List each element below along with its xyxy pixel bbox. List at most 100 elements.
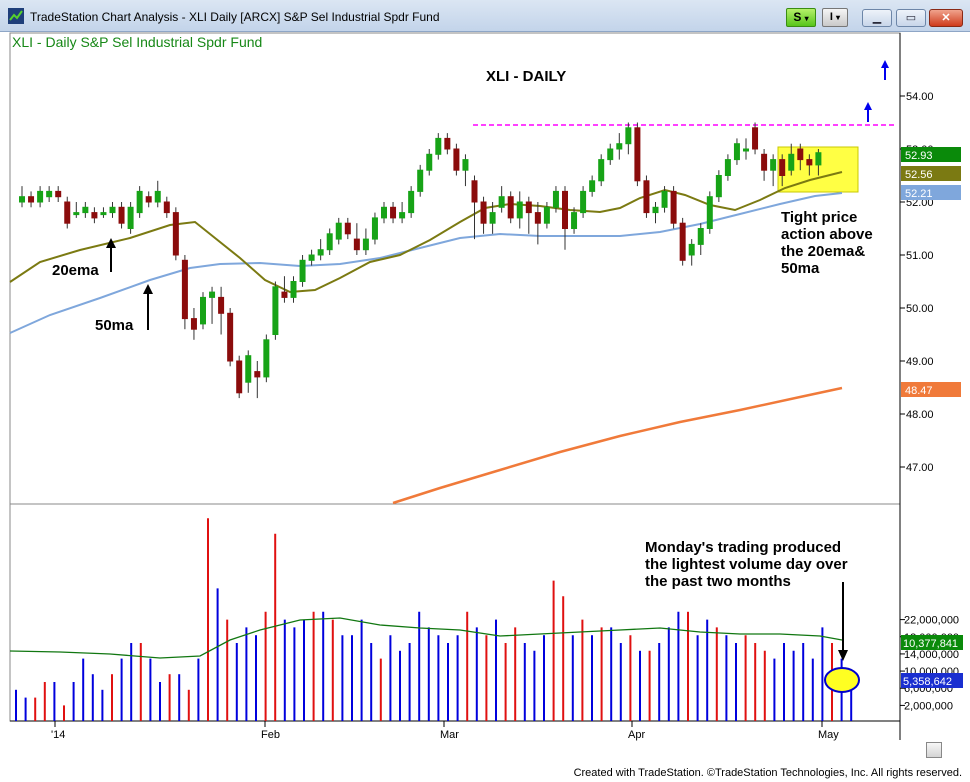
tradestation-app-icon: [8, 8, 24, 24]
candle-body: [733, 143, 740, 161]
candlestick: [245, 350, 252, 393]
candlestick: [154, 180, 161, 208]
candlestick: [263, 334, 270, 383]
candle-body: [127, 206, 134, 230]
candlestick: [371, 212, 378, 245]
minimize-icon: ▁: [872, 12, 882, 24]
candle-body: [181, 259, 188, 320]
candle-body: [770, 159, 777, 171]
svg-text:5,358,642: 5,358,642: [903, 676, 952, 688]
price-tick-label: 48.00: [906, 409, 934, 421]
close-button[interactable]: ✕: [929, 9, 963, 27]
candlestick: [589, 175, 596, 197]
candlestick: [652, 202, 659, 224]
candle-body: [643, 180, 650, 214]
tight-annotation-line3: the 20ema&: [781, 243, 865, 260]
candle-body: [118, 206, 125, 224]
candlestick: [308, 249, 315, 266]
date-tick-label: '14: [51, 729, 65, 741]
maximize-button[interactable]: ▭: [896, 9, 926, 27]
volume-tick-label: 22,000,000: [904, 615, 959, 627]
candle-body: [498, 196, 505, 208]
window-title: TradeStation Chart Analysis - XLI Daily …: [30, 10, 440, 24]
breakout-arrow-icon: [864, 102, 872, 122]
candlestick: [172, 207, 179, 261]
candlestick: [525, 196, 532, 234]
price-tick-label: 50.00: [906, 303, 934, 315]
candlestick: [73, 202, 80, 218]
candle-body: [607, 148, 614, 161]
candle-body: [46, 190, 53, 198]
candle-body: [381, 206, 387, 219]
volume-average-path: [9, 617, 843, 659]
candlestick: [91, 207, 98, 224]
candlestick: [344, 217, 351, 240]
strategy-button[interactable]: S ▾: [786, 8, 816, 27]
info-button-label: I: [829, 11, 833, 23]
candle-body: [335, 222, 342, 240]
svg-text:10,377,841: 10,377,841: [903, 638, 958, 650]
candlestick: [227, 308, 234, 367]
candlestick: [670, 186, 677, 229]
maximize-icon: ▭: [905, 12, 917, 24]
candlestick: [562, 186, 568, 250]
candlestick: [616, 133, 623, 160]
low-volume-circle: [824, 667, 860, 693]
volume-axis: 22,000,00018,000,00014,000,00010,000,000…: [900, 615, 959, 712]
candlesticks: [19, 122, 822, 399]
candle-body: [37, 190, 44, 203]
candle-body: [218, 296, 225, 314]
price-chart[interactable]: 54.0053.0052.0051.0050.0049.0048.0047.00…: [0, 32, 970, 782]
candle-body: [426, 153, 433, 171]
last-price-badge: 52.93: [901, 147, 961, 162]
candlestick: [145, 191, 152, 208]
candle-body: [462, 159, 469, 171]
minimize-button[interactable]: ▁: [862, 9, 892, 27]
candle-body: [299, 259, 306, 282]
candlestick: [55, 186, 62, 202]
candlestick: [254, 361, 261, 399]
candle-body: [254, 371, 261, 378]
window-titlebar: TradeStation Chart Analysis - XLI Daily …: [0, 0, 970, 32]
symbol-label: XLI - Daily S&P Sel Industrial Spdr Fund: [12, 34, 262, 50]
candlestick: [607, 143, 614, 165]
candle-body: [209, 291, 216, 298]
candle-body: [724, 159, 731, 177]
volume-annotation-line3: the past two months: [645, 573, 791, 590]
candlestick: [272, 281, 279, 340]
candlestick: [335, 217, 342, 245]
candlestick: [100, 207, 107, 218]
candlestick: [82, 202, 89, 218]
price-tick-label: 51.00: [906, 250, 934, 262]
candle-body: [91, 212, 98, 219]
candle-body: [688, 243, 695, 256]
candlestick: [408, 186, 415, 218]
svg-text:48.47: 48.47: [905, 385, 933, 397]
candlestick: [109, 202, 116, 218]
svg-text:52.56: 52.56: [905, 169, 933, 181]
candlestick: [299, 255, 306, 287]
chart-heading: XLI - DAILY: [486, 68, 566, 85]
candle-body: [652, 206, 659, 214]
candle-body: [453, 148, 460, 171]
candlestick: [362, 228, 369, 255]
candle-body: [806, 159, 813, 166]
candlestick: [236, 355, 243, 399]
candle-body: [200, 296, 206, 325]
candle-body: [534, 212, 541, 224]
candle-body: [580, 190, 587, 214]
candle-body: [598, 159, 605, 182]
candlestick: [580, 186, 587, 218]
candlestick: [209, 286, 216, 324]
close-icon: ✕: [941, 12, 951, 24]
scroll-right-button[interactable]: [926, 742, 942, 758]
tight-annotation-line1: Tight price: [781, 209, 857, 226]
candle-body: [634, 127, 641, 182]
candlestick: [181, 255, 188, 330]
candle-body: [163, 201, 170, 214]
info-button[interactable]: I ▾: [822, 8, 848, 27]
ema20-badge: 52.56: [901, 166, 961, 181]
ma50-badge: 52.21: [901, 185, 961, 200]
candlestick: [190, 308, 197, 340]
candle-body: [616, 143, 623, 150]
